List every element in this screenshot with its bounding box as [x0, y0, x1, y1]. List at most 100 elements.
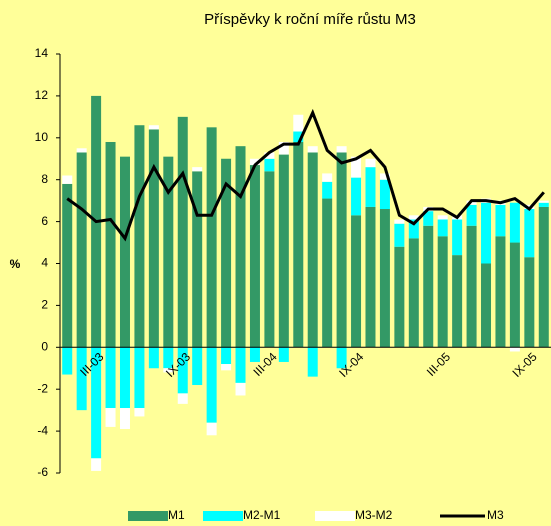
bar — [119, 156, 130, 348]
bar — [408, 238, 419, 348]
bar — [221, 158, 232, 348]
chart-title: Příspěvky k roční míře růstu M3 — [204, 11, 416, 28]
y-tick-label: 6 — [41, 214, 48, 228]
bar — [538, 200, 549, 203]
bar — [423, 225, 434, 348]
legend-marker — [128, 511, 168, 521]
bar — [249, 165, 260, 348]
bar — [437, 215, 448, 220]
bar — [192, 167, 203, 172]
bar — [148, 347, 159, 369]
bar — [105, 141, 116, 348]
y-tick-label: -6 — [37, 465, 48, 479]
y-axis-label: % — [10, 257, 21, 271]
bar — [408, 215, 419, 220]
bar — [177, 393, 188, 404]
bar — [336, 146, 347, 153]
bar — [365, 206, 376, 348]
bar — [322, 173, 333, 182]
y-tick-label: 12 — [35, 88, 49, 102]
bar — [76, 347, 87, 411]
bar — [307, 347, 318, 377]
bar — [524, 209, 535, 258]
bar — [148, 125, 159, 130]
bar — [365, 167, 376, 207]
bar — [76, 152, 87, 348]
bar — [163, 156, 174, 348]
bar — [379, 209, 390, 348]
bar — [192, 171, 203, 348]
bar — [221, 364, 232, 371]
bar — [148, 129, 159, 348]
bar — [134, 408, 145, 417]
bar — [495, 236, 506, 348]
bar — [379, 173, 390, 180]
bar — [307, 152, 318, 348]
bar — [452, 219, 463, 256]
bar — [466, 204, 477, 226]
y-tick-label: 2 — [41, 298, 48, 312]
bar — [134, 125, 145, 348]
bar — [62, 175, 73, 184]
line — [66, 108, 545, 242]
bar — [509, 202, 520, 243]
legend-marker — [315, 511, 355, 521]
y-tick-label: -2 — [37, 381, 48, 395]
legend-label: M1 — [168, 508, 185, 522]
y-tick-label: 10 — [35, 130, 49, 144]
bar — [293, 131, 304, 142]
bar — [192, 347, 203, 386]
bar — [293, 141, 304, 348]
bar — [278, 154, 289, 348]
y-tick-label: -4 — [37, 423, 48, 437]
bar — [351, 215, 362, 348]
bar — [437, 219, 448, 237]
bar — [408, 219, 419, 239]
bar — [264, 171, 275, 348]
bar — [365, 158, 376, 168]
bar — [394, 219, 405, 224]
bar — [235, 347, 246, 383]
bar — [524, 257, 535, 348]
bar — [62, 183, 73, 348]
bar — [322, 198, 333, 348]
bar — [163, 347, 174, 369]
bar — [91, 347, 102, 459]
bar — [538, 206, 549, 348]
bar — [91, 458, 102, 471]
bar — [177, 116, 188, 348]
bar — [423, 211, 434, 226]
bar — [206, 347, 217, 423]
bar — [105, 408, 116, 427]
y-tick-label: 8 — [41, 172, 48, 186]
bar — [235, 382, 246, 396]
bar — [105, 347, 116, 409]
bar — [538, 202, 549, 207]
bar — [76, 148, 87, 153]
bar — [235, 146, 246, 348]
bar — [293, 114, 304, 132]
bar — [336, 152, 347, 348]
y-tick-label: 4 — [41, 256, 48, 270]
bar — [509, 347, 520, 352]
bar — [206, 422, 217, 436]
bar — [278, 141, 289, 155]
legend-label: M3 — [487, 508, 504, 522]
bar — [221, 347, 232, 365]
bar — [177, 347, 188, 394]
bar — [351, 156, 362, 178]
bar — [264, 158, 275, 172]
bar — [336, 347, 347, 369]
y-tick-label: 0 — [41, 339, 48, 353]
bar — [481, 263, 492, 348]
bar — [437, 236, 448, 348]
bar — [307, 146, 318, 153]
bar — [495, 204, 506, 237]
bar — [163, 368, 174, 373]
bar — [62, 347, 73, 375]
bar — [351, 177, 362, 216]
bar — [249, 158, 260, 166]
bar — [466, 225, 477, 348]
